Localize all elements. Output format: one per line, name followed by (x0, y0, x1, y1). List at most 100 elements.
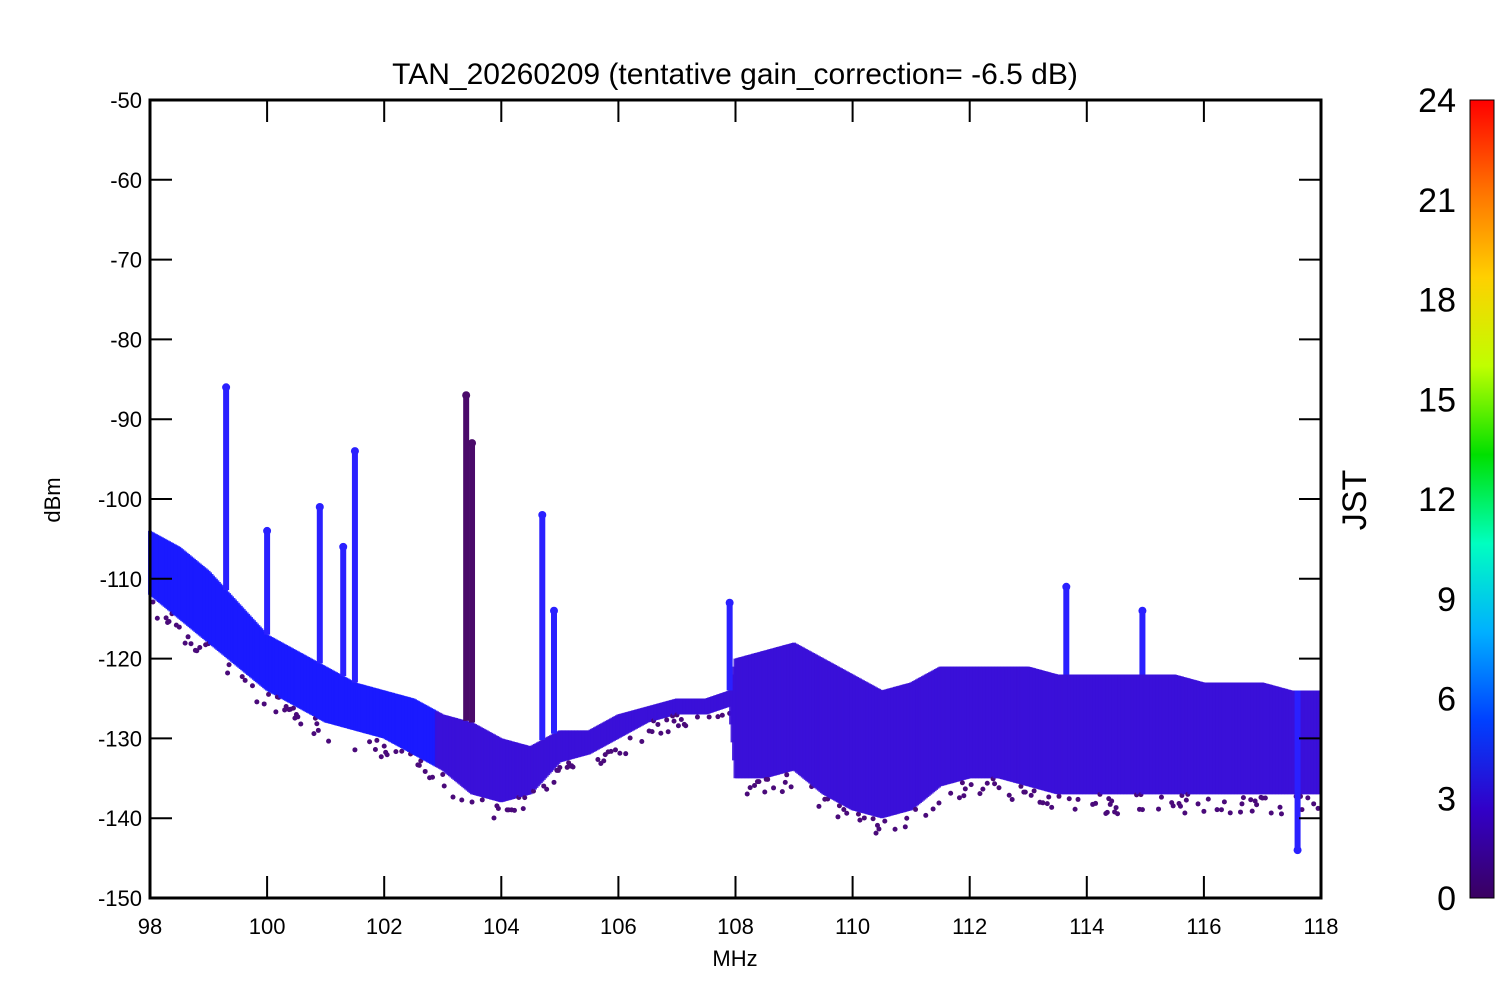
data-point (1214, 807, 1220, 813)
data-point (197, 644, 203, 650)
colorbar-tick-label: 15 (1418, 381, 1456, 419)
y-tick-label: -120 (98, 647, 142, 672)
data-point (314, 721, 320, 727)
data-point (311, 731, 317, 737)
data-point (1183, 797, 1189, 803)
colorbar-tick-label: 3 (1437, 780, 1456, 818)
data-point (658, 730, 664, 736)
data-point (194, 648, 200, 654)
x-tick-label: 106 (600, 914, 637, 939)
data-point (719, 712, 725, 718)
data-point (350, 447, 359, 456)
x-tick-label: 112 (952, 914, 987, 939)
data-point (694, 714, 700, 720)
data-point (675, 723, 681, 729)
data-point (601, 758, 607, 764)
data-point (290, 705, 296, 711)
data-point (1179, 793, 1185, 799)
data-point (1205, 796, 1211, 802)
data-point (416, 762, 422, 768)
data-point (779, 789, 785, 795)
data-point (678, 717, 684, 723)
data-point (339, 542, 348, 551)
data-point (242, 677, 248, 683)
data-point (440, 772, 446, 778)
data-point (372, 747, 378, 753)
data-point (1040, 800, 1046, 806)
data-point (468, 439, 477, 448)
x-axis: 98 100 102 104 106 108 110 112 114 116 118 (138, 100, 1339, 939)
data-point (1218, 807, 1224, 813)
data-point (1044, 801, 1050, 807)
data-point (623, 751, 629, 757)
data-point (1315, 805, 1321, 811)
data-point (1093, 800, 1099, 806)
data-point (551, 779, 557, 785)
colorbar-label: JST (1336, 470, 1374, 530)
colorbar-tick-label: 21 (1418, 182, 1456, 220)
data-point (1062, 582, 1071, 591)
x-tick-label: 116 (1186, 914, 1221, 939)
x-tick-label: 98 (138, 914, 162, 939)
x-tick-label: 108 (717, 914, 754, 939)
data-point (1139, 807, 1145, 813)
data-point (752, 782, 758, 788)
data-point (511, 807, 517, 813)
data-point (706, 714, 712, 720)
data-point (1113, 805, 1119, 811)
data-point (639, 739, 645, 745)
data-point (1182, 810, 1188, 816)
data-point (1104, 809, 1110, 815)
data-point (892, 826, 898, 832)
data-point (1254, 802, 1260, 808)
data-point (225, 670, 231, 676)
data-point (283, 703, 289, 709)
data-point (266, 691, 272, 697)
data-point (1170, 803, 1176, 809)
data-point (956, 795, 962, 801)
data-point (239, 674, 245, 680)
data-point (381, 743, 387, 749)
data-point (459, 797, 465, 803)
data-point (531, 788, 537, 794)
data-point (1022, 789, 1028, 795)
data-point (1195, 801, 1201, 807)
data-point (1028, 792, 1034, 798)
y-tick-label: -100 (98, 487, 142, 512)
data-point (930, 806, 936, 812)
data-point (469, 799, 475, 805)
data-point (655, 721, 661, 727)
y-tick-label: -130 (98, 726, 142, 751)
data-point (788, 784, 794, 790)
data-point (762, 789, 768, 795)
data-point (882, 818, 888, 824)
data-point (1299, 807, 1305, 813)
data-point (298, 721, 304, 727)
colorbar-tick-label: 9 (1437, 581, 1456, 619)
data-point (977, 791, 983, 797)
data-point (1227, 810, 1233, 816)
data-point (784, 772, 790, 778)
data-point (968, 782, 974, 788)
data-point (367, 739, 373, 745)
data-point (961, 793, 967, 799)
data-point (665, 729, 671, 735)
data-point (163, 615, 169, 621)
data-point (1056, 793, 1062, 799)
data-point (725, 598, 734, 607)
data-point (1240, 795, 1246, 801)
colorbar-tick-label: 12 (1418, 481, 1456, 519)
data-point (1049, 804, 1055, 810)
data-point (315, 502, 324, 511)
data-point (835, 814, 841, 820)
data-point (857, 817, 863, 823)
data-point (249, 683, 255, 689)
y-axis-label: dBm (40, 477, 65, 522)
data-point (782, 779, 788, 785)
data-point (765, 776, 771, 782)
data-point (627, 735, 633, 741)
data-point (273, 709, 279, 715)
data-point (984, 780, 990, 786)
data-point (1158, 794, 1164, 800)
